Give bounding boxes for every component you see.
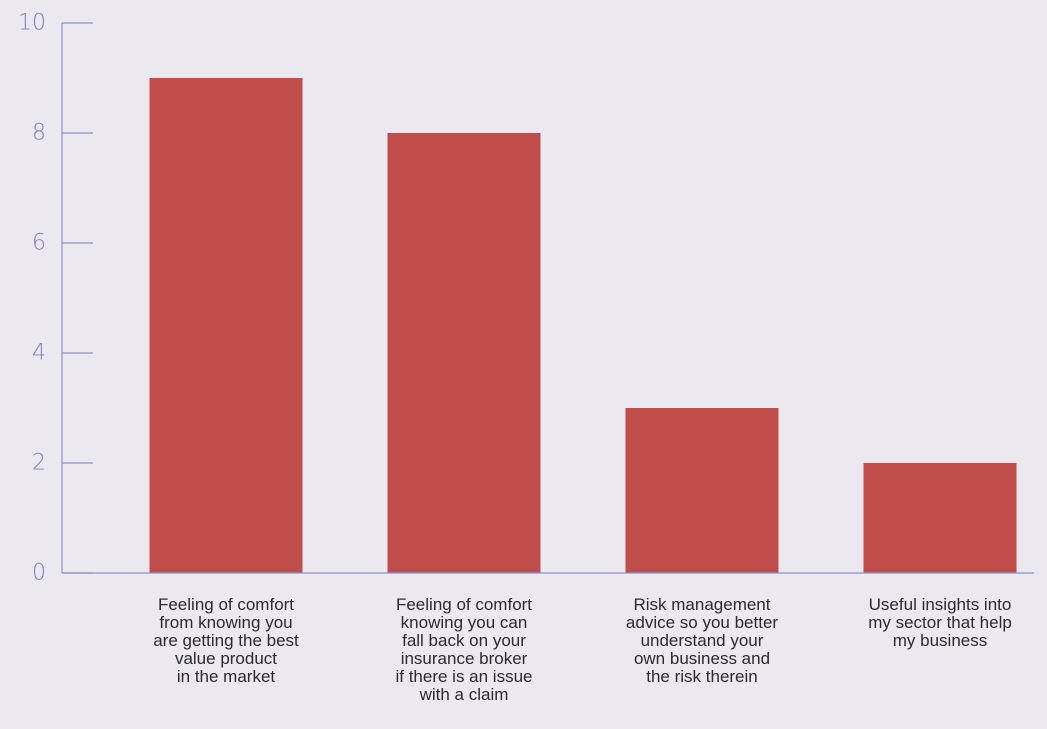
bar bbox=[863, 463, 1017, 573]
bar bbox=[387, 133, 541, 573]
y-tick-label: 2 bbox=[32, 451, 46, 476]
category-label-line: my sector that help bbox=[868, 613, 1012, 632]
category-label-line: own business and bbox=[634, 649, 770, 668]
category-label-line: fall back on your bbox=[402, 631, 526, 650]
y-tick-label: 10 bbox=[18, 11, 46, 36]
category-label-line: Feeling of comfort bbox=[158, 595, 294, 614]
category-label-line: insurance broker bbox=[401, 649, 528, 668]
category-label-line: in the market bbox=[177, 667, 276, 686]
category-label-line: if there is an issue bbox=[395, 667, 532, 686]
y-tick-label: 4 bbox=[32, 341, 46, 366]
category-label-line: my business bbox=[893, 631, 987, 650]
category-label-line: knowing you can bbox=[401, 613, 528, 632]
category-label-line: with a claim bbox=[419, 685, 509, 704]
y-tick-label: 8 bbox=[32, 121, 46, 146]
category-label-line: the risk therein bbox=[646, 667, 758, 686]
y-tick-label: 0 bbox=[32, 561, 46, 586]
y-axis: 0 2 4 6 8 10 bbox=[18, 11, 93, 586]
category-label-line: from knowing you bbox=[159, 613, 292, 632]
category-label-line: Useful insights into bbox=[869, 595, 1012, 614]
category-label-line: value product bbox=[175, 649, 277, 668]
bar bbox=[149, 78, 303, 573]
category-label: Feeling of comfort knowing you can fall ba… bbox=[395, 595, 532, 704]
category-label: Useful insights into my sector that help m… bbox=[868, 595, 1012, 650]
category-label-line: understand your bbox=[641, 631, 764, 650]
bars bbox=[149, 78, 1017, 573]
category-label-line: are getting the best bbox=[153, 631, 299, 650]
category-label-line: advice so you better bbox=[626, 613, 778, 632]
bar bbox=[625, 408, 779, 573]
category-label-line: Feeling of comfort bbox=[396, 595, 532, 614]
category-label: Risk management advice so you better under… bbox=[626, 595, 778, 686]
category-labels: Feeling of comfort from knowing you are ge… bbox=[153, 595, 1012, 704]
category-label: Feeling of comfort from knowing you are ge… bbox=[153, 595, 299, 686]
category-label-line: Risk management bbox=[633, 595, 770, 614]
y-tick-label: 6 bbox=[32, 231, 46, 256]
